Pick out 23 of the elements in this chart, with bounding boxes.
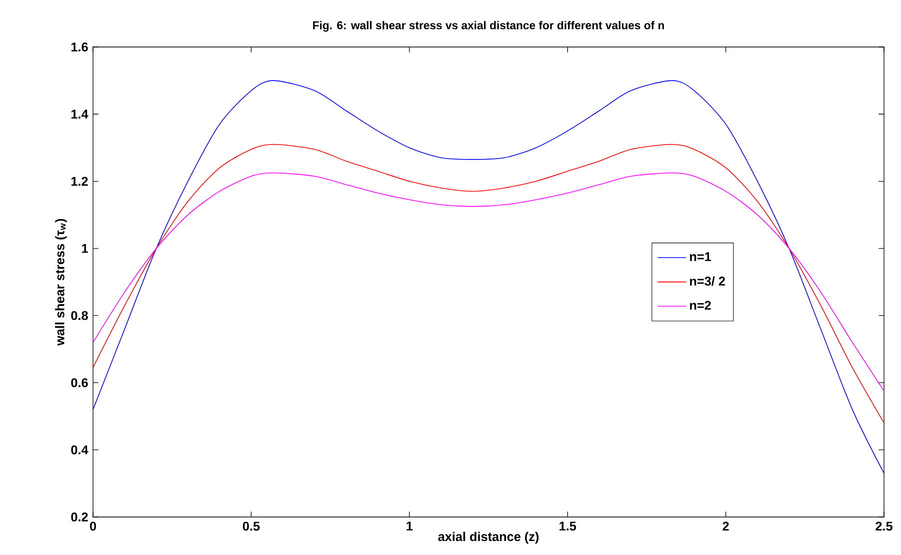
x-tick-label: 0.5 xyxy=(242,522,260,531)
y-tick-label: 1 xyxy=(82,244,88,253)
line-series xyxy=(93,80,884,474)
y-tick-label: 0.8 xyxy=(71,311,88,320)
line-series xyxy=(93,172,884,392)
y-tick-label: 0.6 xyxy=(71,378,88,388)
legend-label: n=1 xyxy=(690,252,712,261)
x-axis-title: axial distance (z) xyxy=(438,532,539,544)
legend-label: n=3/ 2 xyxy=(690,276,725,286)
x-tick-label: 0 xyxy=(90,522,96,531)
y-tick-label: 0.2 xyxy=(71,512,88,522)
y-tick-label: 0.4 xyxy=(71,445,88,454)
x-tick-label: 1.5 xyxy=(560,522,576,531)
legend-label: n=2 xyxy=(690,300,711,310)
x-tick-label: 1 xyxy=(406,522,413,530)
y-tick-label: 1.4 xyxy=(71,110,88,118)
y-tick-label: 1.6 xyxy=(71,42,88,52)
x-tick-label: 2 xyxy=(722,522,729,531)
chart-title: Fig. 6: wall shear stress vs axial distance for different values of n xyxy=(313,20,664,32)
y-tick-label: 1.2 xyxy=(71,176,88,186)
x-tick-label: 2.5 xyxy=(876,522,892,531)
y-axis-title: wall shear stress (τ$_{w}$) xyxy=(55,218,67,346)
line-series xyxy=(93,144,884,424)
